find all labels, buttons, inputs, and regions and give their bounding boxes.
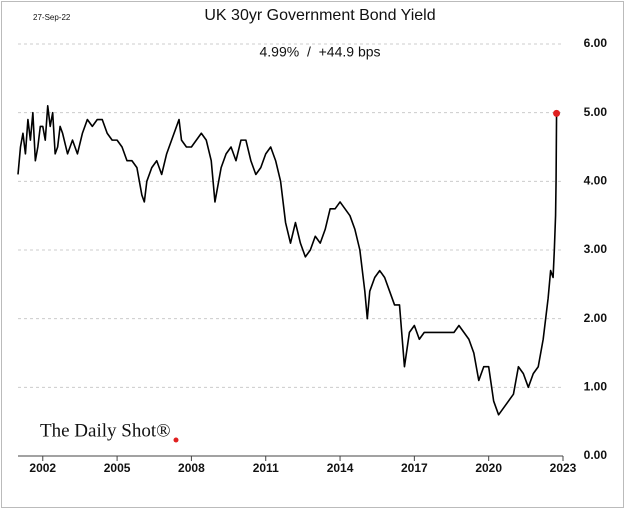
y-tick-label: 0.00 bbox=[584, 448, 608, 462]
series-line bbox=[17, 105, 558, 416]
x-tick-label: 2023 bbox=[550, 461, 577, 475]
y-tick-label: 4.00 bbox=[584, 174, 608, 188]
x-tick-label: 2005 bbox=[104, 461, 131, 475]
y-tick-label: 3.00 bbox=[584, 242, 608, 256]
y-tick-label: 5.00 bbox=[584, 105, 608, 119]
watermark: The Daily Shot® bbox=[40, 420, 171, 441]
chart-subtitle: 4.99% / +44.9 bps bbox=[259, 44, 380, 60]
x-tick-label: 2002 bbox=[29, 461, 56, 475]
x-tick-label: 2017 bbox=[401, 461, 428, 475]
watermark-dot bbox=[173, 437, 179, 443]
y-tick-label: 2.00 bbox=[584, 311, 608, 325]
y-tick-label: 1.00 bbox=[584, 380, 608, 394]
x-tick-label: 2011 bbox=[253, 461, 279, 475]
y-tick-label: 6.00 bbox=[584, 36, 608, 50]
x-tick-label: 2008 bbox=[178, 461, 205, 475]
x-tick-label: 2020 bbox=[475, 461, 502, 475]
chart-title: UK 30yr Government Bond Yield bbox=[204, 7, 435, 24]
date-label: 27-Sep-22 bbox=[33, 13, 71, 22]
x-tick-label: 2014 bbox=[327, 461, 354, 475]
last-point bbox=[553, 109, 561, 117]
